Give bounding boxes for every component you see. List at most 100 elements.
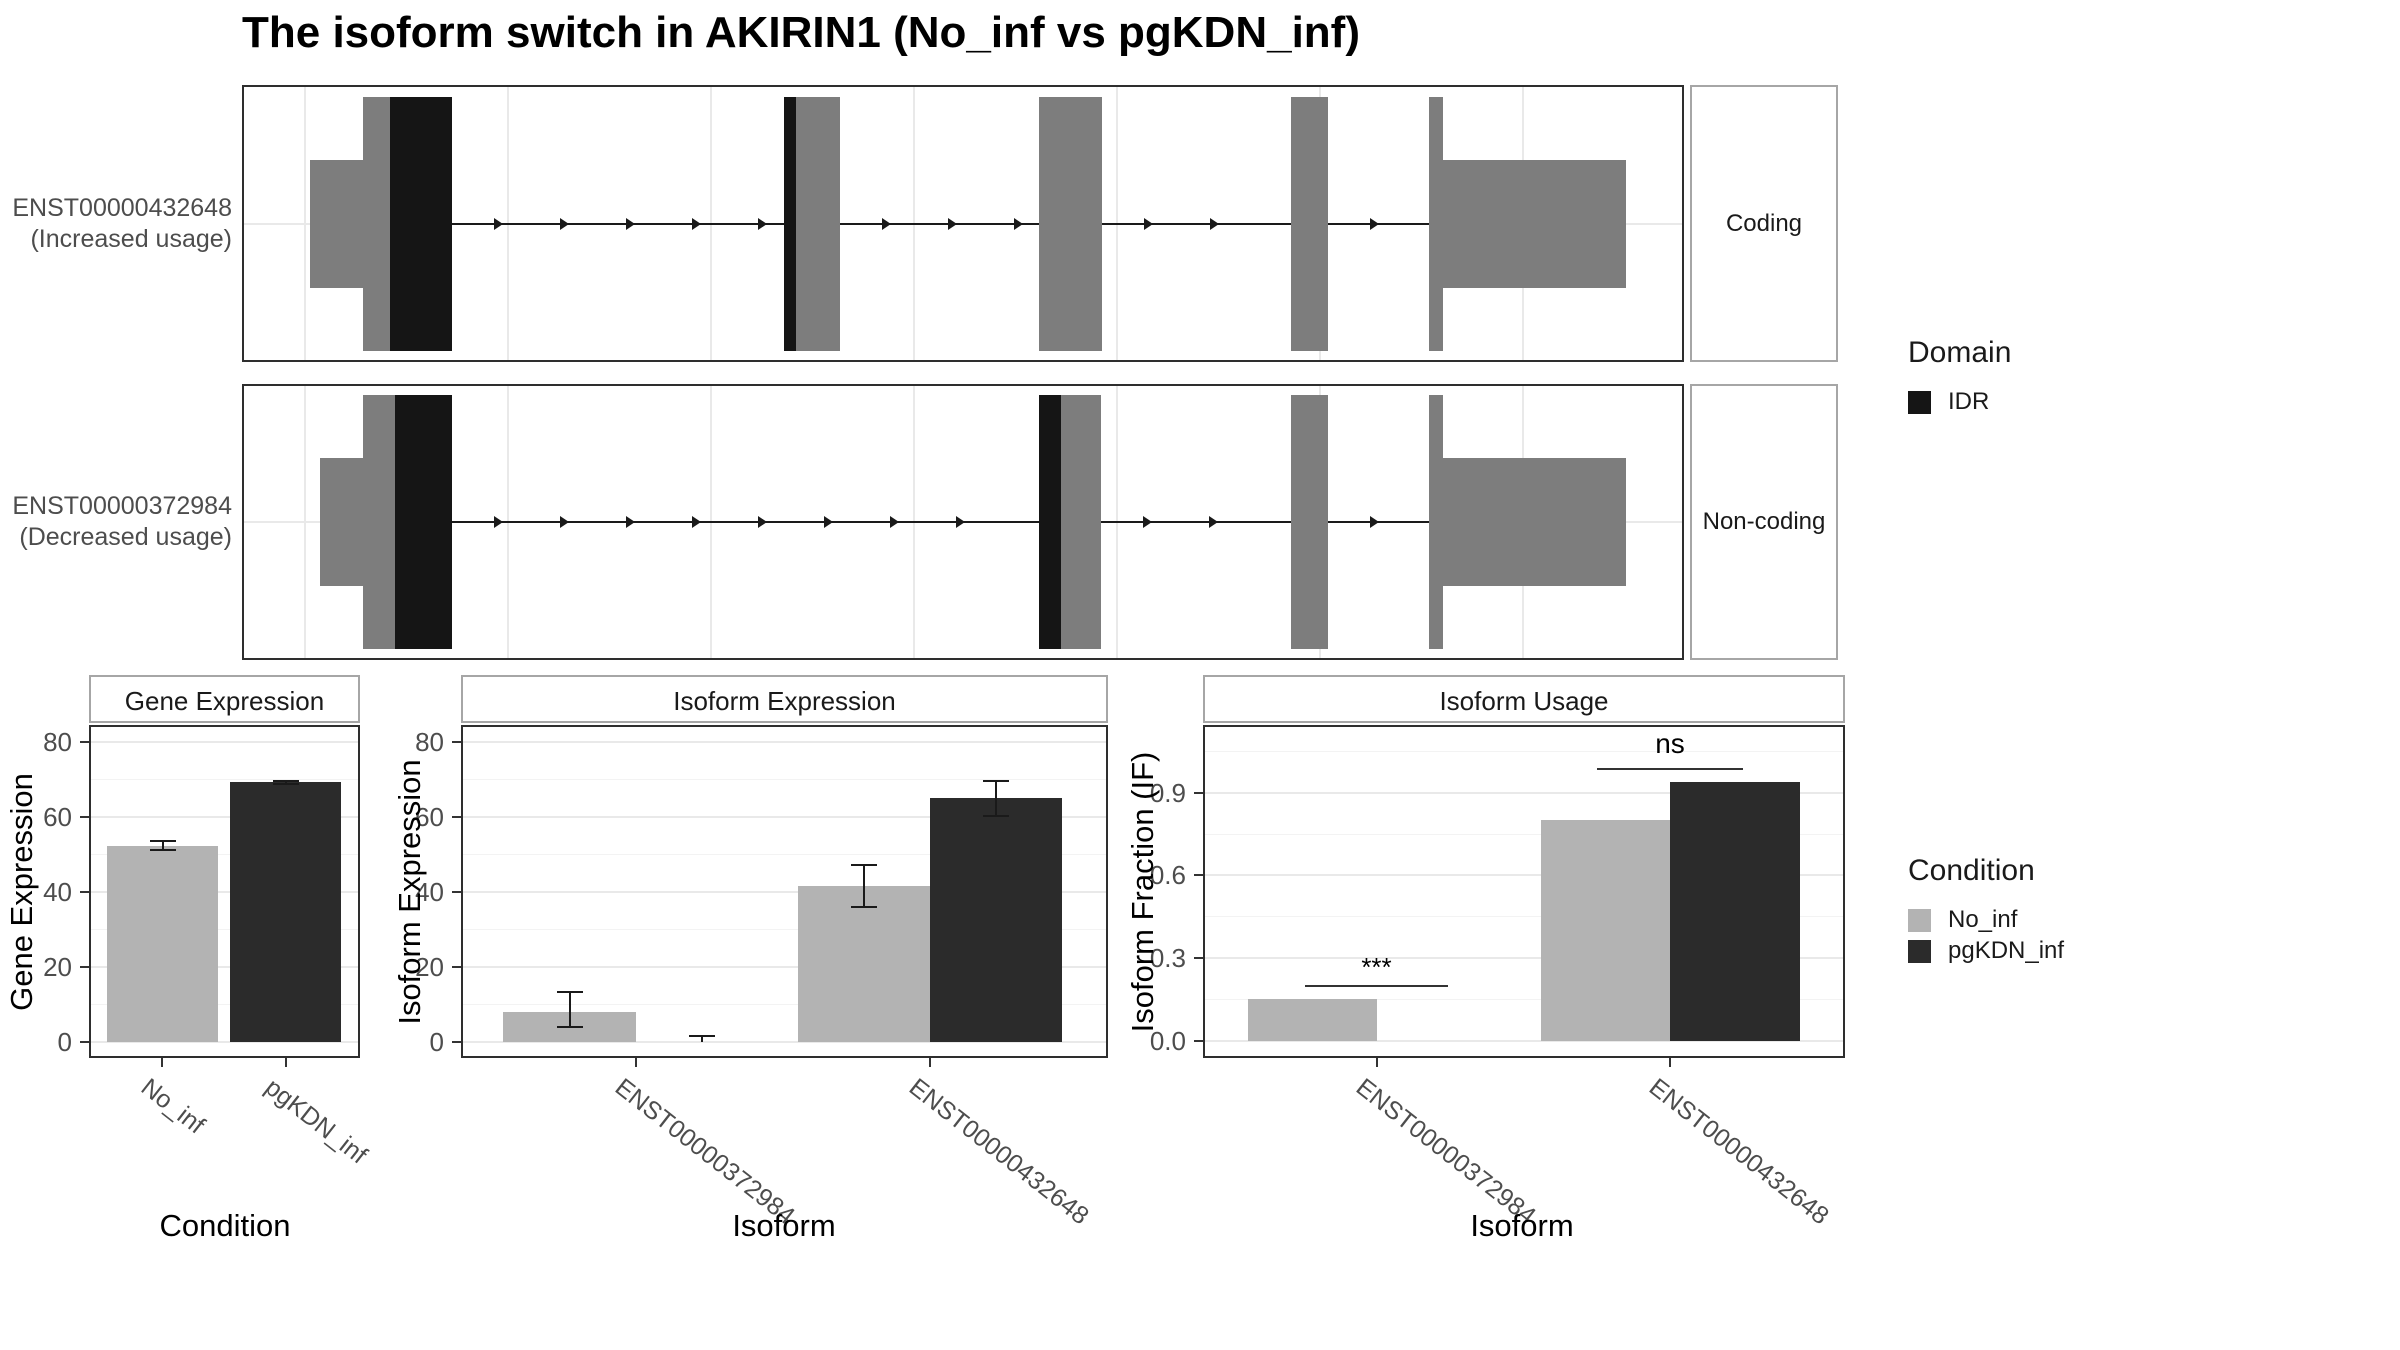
domain-legend-title: Domain	[1908, 336, 2012, 369]
y-axis-tick	[452, 741, 461, 743]
error-bar-whisker	[863, 864, 865, 908]
y-axis-tick	[80, 816, 89, 818]
legend-key-swatch	[1908, 908, 1931, 932]
y-axis-tick	[452, 816, 461, 818]
y-axis-tick-label: 0.3	[1149, 943, 1186, 974]
gridline-minor	[463, 779, 1106, 780]
x-axis-title: Condition	[159, 1208, 291, 1243]
error-bar-cap-top	[556, 990, 583, 993]
y-axis-tick-label: 80	[43, 727, 72, 757]
transcript-usage-label: (Increased usage)	[30, 224, 232, 253]
intron-direction-arrow-icon	[692, 516, 701, 528]
y-axis-title: Isoform Expression	[392, 759, 427, 1025]
bar	[1541, 820, 1670, 1041]
intron-line	[1101, 521, 1291, 523]
gridline-minor	[1205, 999, 1843, 1001]
error-bar-whisker	[701, 1036, 703, 1042]
y-axis-tick-label: 0.6	[1149, 860, 1186, 891]
y-axis-tick	[80, 891, 89, 893]
transcript-usage-label: (Decreased usage)	[19, 523, 232, 551]
bar	[1248, 999, 1377, 1041]
x-axis-tick	[1376, 1058, 1378, 1067]
chart-strip	[1203, 675, 1845, 723]
gridline-minor	[463, 929, 1106, 930]
exon	[1443, 159, 1626, 288]
intron-direction-arrow-icon	[1209, 516, 1218, 528]
error-bar-cap-top	[851, 863, 877, 866]
y-axis-tick-label: 80	[415, 727, 444, 757]
gridline-major	[91, 816, 358, 818]
intron-direction-arrow-icon	[560, 217, 569, 230]
domain-legend: Domain IDR	[1908, 336, 2011, 419]
gridline-major	[1205, 874, 1843, 877]
legend-label: IDR	[1948, 388, 1990, 415]
legend-item: No_inf	[1908, 906, 2064, 934]
intron-direction-arrow-icon	[758, 516, 767, 528]
figure-title: The isoform switch in AKIRIN1 (No_inf vs…	[242, 8, 1360, 57]
gridline-minor	[91, 1004, 358, 1005]
y-axis-tick-label: 0.9	[1149, 777, 1186, 808]
gridline-major	[91, 891, 358, 893]
error-bar-cap-top	[149, 840, 176, 843]
intron-direction-arrow-icon	[692, 217, 701, 230]
x-axis-title: Isoform	[732, 1208, 836, 1243]
facet-strip-label: Coding	[1725, 209, 1803, 237]
exon-domain-idr	[395, 395, 452, 649]
error-bar-whisker	[161, 841, 164, 850]
exon	[1429, 395, 1443, 649]
legend-item: IDR	[1908, 388, 2011, 416]
exon-domain-idr	[1039, 395, 1061, 649]
exon	[310, 159, 363, 288]
bar	[107, 845, 218, 1042]
intron-direction-arrow-icon	[1143, 516, 1152, 528]
y-axis-tick	[80, 966, 89, 968]
y-axis-tick-label: 0.0	[1149, 1026, 1186, 1056]
chart-strip-title: Gene Expression	[124, 686, 325, 716]
condition-legend-items: No_inf pgKDN_inf	[1908, 906, 2064, 965]
y-axis-tick-label: 60	[415, 802, 444, 832]
y-axis-tick-label: 40	[415, 877, 444, 907]
y-axis-tick-label: 0	[429, 1027, 444, 1057]
intron-line	[840, 222, 1039, 225]
exon	[320, 458, 363, 586]
chart-strip	[461, 675, 1108, 723]
error-bar-whisker	[995, 780, 997, 816]
y-axis-tick-label: 40	[43, 877, 72, 907]
y-axis-tick	[1194, 957, 1203, 960]
error-bar-cap-top	[272, 779, 299, 782]
gridline-major	[1205, 957, 1843, 960]
error-bar-cap-bottom	[272, 782, 299, 785]
y-axis-tick	[1194, 874, 1203, 877]
intron-direction-arrow-icon	[1370, 217, 1379, 230]
error-bar-whisker	[568, 991, 571, 1028]
x-axis-tick	[1669, 1058, 1671, 1067]
intron-direction-arrow-icon	[1370, 516, 1379, 528]
y-axis-tick	[1194, 1040, 1203, 1042]
y-axis-tick-label: 20	[43, 952, 72, 982]
legend-label: pgKDN_inf	[1948, 937, 2065, 964]
exon	[1039, 96, 1102, 351]
intron-direction-arrow-icon	[494, 516, 503, 528]
gridline-major	[1205, 791, 1843, 794]
error-bar-cap-bottom	[556, 1026, 583, 1029]
intron-line	[452, 521, 1039, 523]
y-axis-tick	[80, 741, 89, 743]
intron-direction-arrow-icon	[1210, 217, 1219, 230]
bar	[1670, 781, 1800, 1041]
error-bar-cap-bottom	[851, 906, 877, 909]
exon	[1429, 96, 1443, 351]
x-axis-tick-label: pgKDN_inf	[259, 1073, 373, 1170]
gridline-major	[463, 741, 1106, 743]
y-axis-tick-label: 0	[57, 1027, 72, 1057]
gridline-minor	[463, 1004, 1106, 1005]
transcript-id-label: ENST00000432648	[12, 193, 232, 222]
intron-direction-arrow-icon	[824, 516, 833, 528]
intron-direction-arrow-icon	[890, 516, 899, 528]
x-axis-tick	[929, 1058, 931, 1067]
domain-legend-items: IDR	[1908, 388, 2011, 416]
intron-direction-arrow-icon	[956, 516, 965, 528]
gridline-minor	[1205, 750, 1843, 752]
intron-direction-arrow-icon	[1014, 217, 1023, 230]
gridline-major	[1205, 1040, 1843, 1042]
